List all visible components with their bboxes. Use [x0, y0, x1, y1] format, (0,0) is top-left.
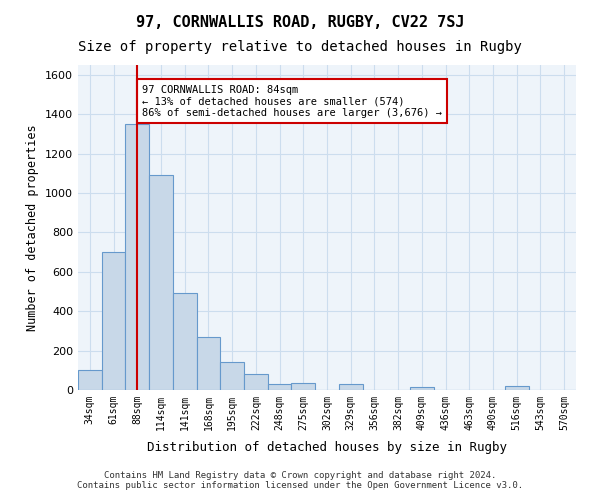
- Y-axis label: Number of detached properties: Number of detached properties: [26, 124, 40, 331]
- Text: 97, CORNWALLIS ROAD, RUGBY, CV22 7SJ: 97, CORNWALLIS ROAD, RUGBY, CV22 7SJ: [136, 15, 464, 30]
- Bar: [505, 386, 529, 390]
- X-axis label: Distribution of detached houses by size in Rugby: Distribution of detached houses by size …: [147, 441, 507, 454]
- Bar: [220, 362, 244, 390]
- Bar: [197, 337, 220, 390]
- Bar: [244, 374, 268, 390]
- Bar: [173, 294, 197, 390]
- Bar: [339, 384, 362, 390]
- Bar: [102, 252, 125, 390]
- Text: Size of property relative to detached houses in Rugby: Size of property relative to detached ho…: [78, 40, 522, 54]
- Bar: [268, 384, 292, 390]
- Bar: [125, 124, 149, 390]
- Bar: [78, 370, 102, 390]
- Text: Contains HM Land Registry data © Crown copyright and database right 2024.
Contai: Contains HM Land Registry data © Crown c…: [77, 470, 523, 490]
- Bar: [292, 383, 315, 390]
- Text: 97 CORNWALLIS ROAD: 84sqm
← 13% of detached houses are smaller (574)
86% of semi: 97 CORNWALLIS ROAD: 84sqm ← 13% of detac…: [142, 84, 442, 118]
- Bar: [410, 387, 434, 390]
- Bar: [149, 176, 173, 390]
